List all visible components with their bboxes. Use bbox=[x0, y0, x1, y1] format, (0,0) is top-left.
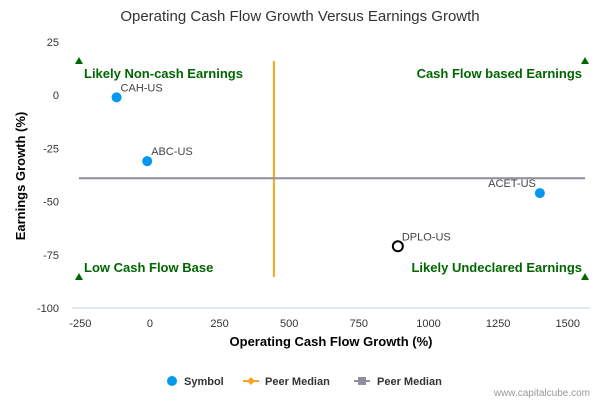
quadrant-labels: Likely Non-cash Earnings Cash Flow based… bbox=[84, 66, 582, 275]
x-tick-label: 1250 bbox=[486, 318, 510, 330]
data-point[interactable] bbox=[391, 240, 404, 253]
credit-text: www.capitalcube.com bbox=[493, 388, 590, 399]
data-point[interactable] bbox=[142, 156, 153, 167]
peer-median-lines bbox=[79, 61, 585, 277]
chart-title: Operating Cash Flow Growth Versus Earnin… bbox=[120, 8, 479, 25]
quadrant-label-bottom-left: Low Cash Flow Base bbox=[84, 260, 213, 275]
quadrant-label-bottom-right: Likely Undeclared Earnings bbox=[411, 260, 582, 275]
y-tick-label: 0 bbox=[53, 90, 59, 102]
y-axis-title: Earnings Growth (%) bbox=[13, 112, 28, 241]
quadrant-markers bbox=[75, 57, 589, 280]
quadrant-corner-marker bbox=[75, 273, 83, 280]
y-tick-label: -75 bbox=[43, 250, 59, 262]
data-point[interactable] bbox=[534, 188, 545, 199]
x-tick-label: 750 bbox=[350, 318, 368, 330]
quadrant-corner-marker bbox=[581, 57, 589, 64]
y-tick-label: -100 bbox=[37, 303, 59, 315]
data-point-label: ABC-US bbox=[151, 146, 193, 158]
data-point-label: DPLO-US bbox=[402, 231, 451, 243]
x-tick-label: 500 bbox=[280, 318, 298, 330]
legend-symbol-circle-icon bbox=[167, 376, 177, 386]
quadrant-corner-marker bbox=[75, 57, 83, 64]
y-tick-label: -25 bbox=[43, 143, 59, 155]
quadrant-label-top-right: Cash Flow based Earnings bbox=[417, 66, 582, 81]
quadrant-label-top-left: Likely Non-cash Earnings bbox=[84, 66, 243, 81]
x-tick-label: 1000 bbox=[416, 318, 440, 330]
x-tick-label: -250 bbox=[69, 318, 91, 330]
legend-label: Peer Median bbox=[377, 376, 442, 388]
legend-diamond-icon bbox=[247, 377, 255, 385]
data-points: CAH-US ABC-US ACET-US DPLO-US bbox=[111, 82, 545, 253]
x-tick-label: 250 bbox=[210, 318, 228, 330]
tick-labels: -250 0 250 500 750 1000 1250 1500250-25-50-75-1… bbox=[37, 37, 580, 330]
legend: Symbol Peer Median Peer Median bbox=[167, 376, 442, 388]
legend-label: Peer Median bbox=[265, 376, 330, 388]
legend-square-icon bbox=[358, 377, 366, 385]
quadrant-corner-marker bbox=[581, 273, 589, 280]
legend-label: Symbol bbox=[184, 376, 224, 388]
data-point[interactable] bbox=[111, 92, 122, 103]
x-tick-label: 0 bbox=[147, 318, 153, 330]
legend-item[interactable]: Symbol bbox=[167, 376, 224, 388]
y-tick-label: -50 bbox=[43, 197, 59, 209]
legend-item[interactable]: Peer Median bbox=[243, 376, 330, 388]
x-axis-title: Operating Cash Flow Growth (%) bbox=[230, 334, 433, 349]
y-tick-label: 25 bbox=[47, 37, 59, 49]
data-point-label: ACET-US bbox=[488, 178, 536, 190]
data-point-label: CAH-US bbox=[121, 82, 163, 94]
x-tick-label: 1500 bbox=[555, 318, 579, 330]
legend-item[interactable]: Peer Median bbox=[354, 376, 442, 388]
